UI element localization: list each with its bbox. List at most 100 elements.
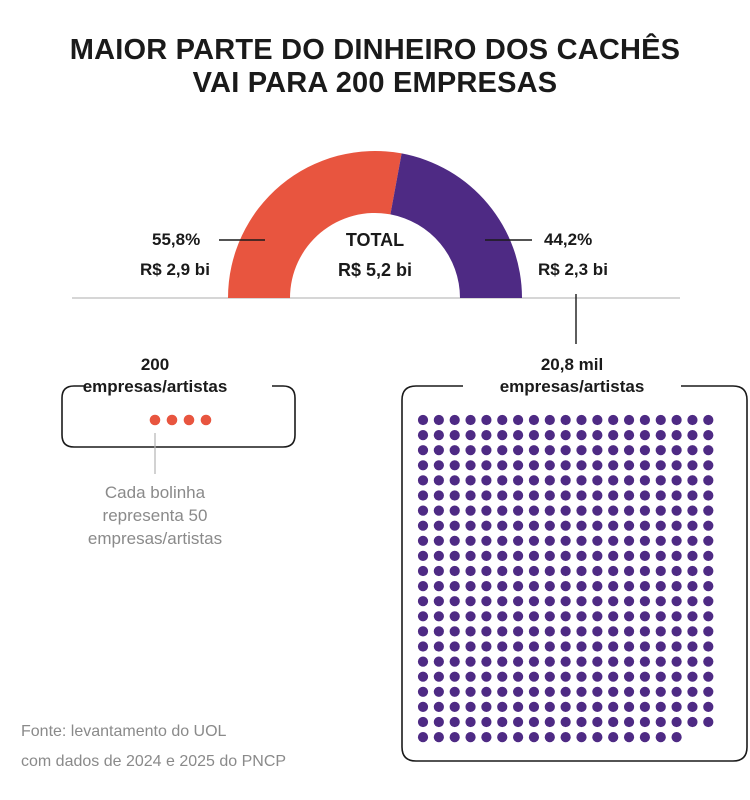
dot-large-226	[687, 581, 698, 592]
dot-large-227	[703, 581, 714, 592]
dot-large-89	[623, 475, 635, 486]
dot-large-252	[497, 611, 508, 622]
slice-orange	[228, 150, 402, 298]
dot-large-236	[544, 596, 555, 607]
dot-large-25	[513, 430, 524, 441]
dot-large-289	[481, 641, 492, 652]
dot-large-112	[687, 490, 698, 501]
dot-large-257	[576, 611, 587, 622]
dot-large-2	[449, 414, 460, 426]
dot-large-145	[608, 520, 619, 531]
dot-large-347	[497, 686, 508, 697]
dot-large-32	[623, 430, 635, 441]
dot-large-124	[576, 505, 587, 516]
dot-large-87	[592, 475, 603, 486]
dot-large-29	[576, 430, 587, 441]
dot-large-351	[560, 686, 571, 697]
dot-large-114	[417, 505, 429, 516]
dot-large-235	[528, 596, 540, 607]
dot-large-230	[449, 596, 460, 607]
dot-large-251	[481, 611, 492, 622]
dot-large-8	[544, 414, 555, 426]
dot-large-31	[608, 430, 619, 441]
dot-large-285	[417, 641, 429, 652]
dot-large-388	[544, 716, 555, 728]
dot-large-353	[592, 686, 603, 697]
dot-large-166	[639, 535, 651, 546]
dot-large-150	[687, 520, 698, 531]
dot-large-205	[655, 565, 666, 577]
dot-large-302	[687, 641, 698, 652]
dot-large-171	[417, 550, 429, 562]
slice-purple-value: R$ 2,3 bi	[538, 260, 608, 279]
dot-large-81	[497, 475, 508, 486]
dot-large-76	[417, 475, 429, 486]
dot-large-357	[655, 686, 666, 697]
dot-large-379	[703, 701, 714, 713]
dot-large-244	[671, 596, 682, 607]
dot-large-376	[655, 701, 666, 713]
dot-large-298	[623, 641, 635, 652]
dot-large-390	[576, 716, 587, 728]
source-line-1: Fonte: levantamento do UOL	[21, 723, 227, 740]
source-note: Fonte: levantamento do UOL com dados de …	[21, 717, 286, 777]
dot-large-128	[639, 505, 651, 516]
dot-large-157	[497, 535, 508, 546]
dot-large-263	[671, 611, 682, 622]
dot-large-232	[481, 596, 492, 607]
dot-large-170	[703, 535, 714, 546]
dot-large-404	[497, 732, 508, 743]
box-large-group	[401, 385, 748, 762]
dot-large-56	[703, 445, 714, 456]
dot-large-276	[576, 626, 587, 637]
box-small-group	[61, 385, 296, 448]
dot-large-183	[608, 550, 619, 562]
dot-large-184	[623, 550, 635, 562]
dot-large-381	[433, 716, 444, 728]
dot-large-323	[417, 671, 429, 682]
dot-large-100	[497, 490, 508, 501]
dot-large-391	[592, 716, 603, 728]
dot-large-97	[449, 490, 460, 501]
dot-large-375	[639, 701, 651, 713]
dots-small-group	[149, 414, 212, 426]
dot-large-292	[528, 641, 540, 652]
dot-large-0	[417, 414, 429, 426]
dot-large-131	[687, 505, 698, 516]
dot-large-334	[592, 671, 603, 682]
dot-large-335	[608, 671, 619, 682]
dot-large-310	[513, 656, 524, 667]
dot-large-136	[465, 520, 476, 531]
dot-large-328	[497, 671, 508, 682]
dot-large-266	[417, 626, 429, 637]
dot-large-117	[465, 505, 476, 516]
dot-large-269	[465, 626, 476, 637]
dot-large-399	[417, 732, 429, 743]
total-label: TOTAL	[345, 230, 405, 250]
dot-large-360	[703, 686, 714, 697]
dot-large-181	[576, 550, 587, 562]
slice-orange-percent: 55,8%	[152, 230, 201, 249]
dot-large-210	[433, 581, 444, 592]
dot-large-177	[513, 550, 524, 562]
dot-large-356	[639, 686, 651, 697]
dot-large-366	[497, 701, 508, 713]
dot-large-135	[449, 520, 460, 531]
dot-large-160	[544, 535, 555, 546]
dot-large-331	[544, 671, 555, 682]
dots-large-group	[417, 414, 714, 743]
dot-large-237	[560, 596, 571, 607]
dot-large-158	[513, 535, 524, 546]
dot-large-146	[623, 520, 635, 531]
dot-large-369	[544, 701, 555, 713]
dot-large-368	[528, 701, 540, 713]
dot-large-409	[576, 732, 587, 743]
dot-large-265	[703, 611, 714, 622]
group-small-name: empresas/artistas	[82, 377, 228, 396]
dot-small-2	[183, 414, 195, 426]
dot-large-173	[449, 550, 460, 562]
dot-large-242	[639, 596, 651, 607]
dot-large-111	[671, 490, 682, 501]
dot-large-324	[433, 671, 444, 682]
dot-large-65	[544, 460, 555, 471]
